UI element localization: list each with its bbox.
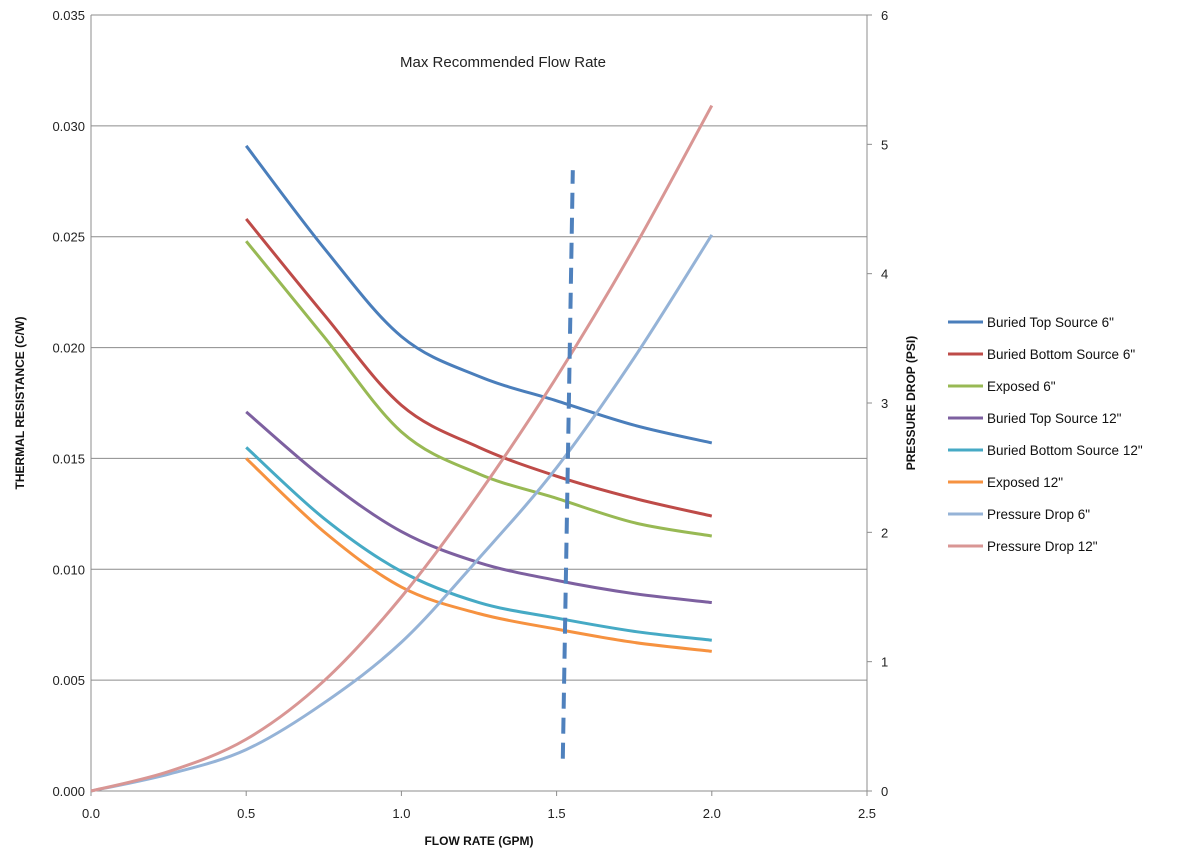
y2-tick-label: 6 [881, 8, 888, 23]
legend-item: Exposed 12" [948, 475, 1063, 490]
y-tick-label: 0.025 [52, 230, 85, 245]
legend-label: Exposed 6" [987, 379, 1056, 394]
legend-label: Buried Top Source 12" [987, 411, 1122, 426]
max-flow-dashed-line [560, 170, 575, 759]
tick-labels: 0.0000.0050.0100.0150.0200.0250.0300.035… [52, 8, 888, 821]
series-line-pressure-drop-6 [90, 234, 714, 793]
y-axis-title: THERMAL RESISTANCE (C/W) [13, 317, 27, 490]
plot-area [91, 15, 867, 791]
x-tick-label: 1.0 [392, 806, 410, 821]
legend-label: Buried Top Source 6" [987, 315, 1114, 330]
series-line-exposed-12 [245, 457, 712, 653]
x-tick-label: 2.5 [858, 806, 876, 821]
y2-tick-label: 2 [881, 525, 888, 540]
annotation: Max Recommended Flow Rate [400, 54, 606, 71]
legend-item: Pressure Drop 12" [948, 539, 1098, 554]
legend-item: Pressure Drop 6" [948, 507, 1090, 522]
y-tick-label: 0.000 [52, 784, 85, 799]
series-line-exposed-6 [245, 240, 713, 538]
y2-tick-label: 1 [881, 655, 888, 670]
series-line-pressure-drop-12 [90, 104, 714, 793]
legend-item: Buried Top Source 12" [948, 411, 1122, 426]
legend-item: Buried Bottom Source 12" [948, 443, 1143, 458]
x-tick-label: 1.5 [548, 806, 566, 821]
x-tick-label: 0.0 [82, 806, 100, 821]
y2-tick-label: 4 [881, 267, 888, 282]
y-tick-label: 0.035 [52, 8, 85, 23]
y2-tick-label: 0 [881, 784, 888, 799]
y-tick-label: 0.010 [52, 562, 85, 577]
y2-tick-label: 5 [881, 137, 888, 152]
y2-axis-title: PRESSURE DROP (PSI) [904, 336, 918, 470]
max-flow-marker [560, 170, 575, 759]
series-line-buried-top-source-6 [245, 144, 713, 445]
legend-item: Buried Top Source 6" [948, 315, 1114, 330]
y-tick-label: 0.015 [52, 451, 85, 466]
legend-item: Exposed 6" [948, 379, 1056, 394]
legend-label: Buried Bottom Source 12" [987, 443, 1143, 458]
gridlines [91, 14, 867, 681]
legend-label: Buried Bottom Source 6" [987, 347, 1135, 362]
legend-label: Pressure Drop 6" [987, 507, 1090, 522]
y-tick-label: 0.030 [52, 119, 85, 134]
series-line-buried-top-source-12 [245, 410, 712, 605]
axes [90, 14, 872, 796]
series-lines [90, 104, 714, 793]
legend-label: Pressure Drop 12" [987, 539, 1098, 554]
x-axis-title: FLOW RATE (GPM) [424, 834, 533, 848]
legend-item: Buried Bottom Source 6" [948, 347, 1135, 362]
y-tick-label: 0.005 [52, 673, 85, 688]
legend: Buried Top Source 6" Buried Bottom Source… [948, 315, 1143, 554]
series-line-buried-bottom-source-12 [245, 446, 712, 642]
y-tick-label: 0.020 [52, 341, 85, 356]
x-tick-label: 0.5 [237, 806, 255, 821]
y2-tick-label: 3 [881, 396, 888, 411]
legend-label: Exposed 12" [987, 475, 1063, 490]
series-line-buried-bottom-source-6 [245, 218, 713, 518]
x-tick-label: 2.0 [703, 806, 721, 821]
